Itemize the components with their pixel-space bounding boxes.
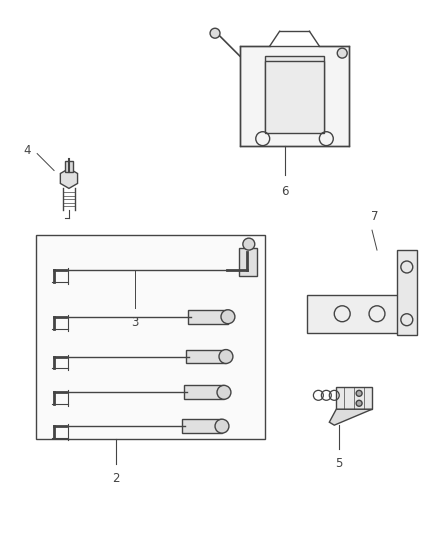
Polygon shape: [328, 409, 371, 425]
Circle shape: [336, 48, 346, 58]
Text: 5: 5: [335, 457, 342, 470]
Text: 3: 3: [131, 316, 138, 329]
Bar: [188, 310, 227, 324]
Circle shape: [355, 390, 361, 397]
Bar: [264, 56, 324, 131]
Circle shape: [355, 400, 361, 406]
Circle shape: [242, 238, 254, 250]
Circle shape: [215, 419, 229, 433]
Bar: [307, 295, 411, 333]
Bar: [36, 235, 264, 439]
Polygon shape: [60, 168, 78, 188]
Circle shape: [220, 310, 234, 324]
Bar: [238, 248, 256, 276]
Text: 2: 2: [112, 472, 120, 485]
Bar: [182, 419, 222, 433]
Bar: [396, 250, 416, 335]
Text: 6: 6: [280, 185, 288, 198]
Circle shape: [219, 350, 233, 364]
Bar: [186, 350, 226, 364]
Bar: [184, 385, 223, 399]
Text: 7: 7: [371, 210, 378, 223]
Bar: [239, 46, 348, 146]
Bar: [264, 61, 324, 133]
Bar: [336, 387, 371, 409]
Circle shape: [209, 28, 219, 38]
Bar: [65, 160, 73, 173]
Text: 4: 4: [24, 144, 31, 157]
Circle shape: [216, 385, 230, 399]
